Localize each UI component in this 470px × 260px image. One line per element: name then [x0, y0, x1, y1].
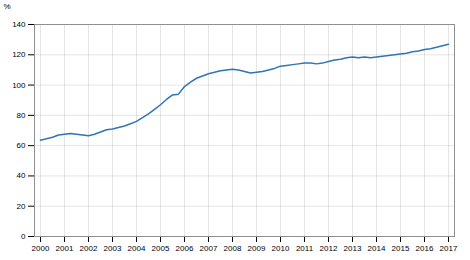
svg-text:2011: 2011: [296, 244, 314, 253]
svg-text:%: %: [4, 2, 11, 11]
svg-text:2014: 2014: [368, 244, 386, 253]
svg-text:80: 80: [17, 111, 26, 120]
svg-text:2017: 2017: [440, 244, 458, 253]
svg-text:2000: 2000: [32, 244, 50, 253]
svg-text:2015: 2015: [392, 244, 410, 253]
svg-text:20: 20: [17, 202, 26, 211]
svg-text:2007: 2007: [200, 244, 218, 253]
svg-text:100: 100: [12, 81, 26, 90]
svg-text:2009: 2009: [248, 244, 266, 253]
svg-text:2008: 2008: [224, 244, 242, 253]
svg-text:140: 140: [12, 20, 26, 29]
svg-text:0: 0: [21, 232, 26, 241]
svg-text:2005: 2005: [152, 244, 170, 253]
svg-text:2001: 2001: [56, 244, 74, 253]
svg-text:40: 40: [17, 171, 26, 180]
svg-text:2010: 2010: [272, 244, 290, 253]
svg-text:2013: 2013: [344, 244, 362, 253]
svg-text:2012: 2012: [320, 244, 338, 253]
svg-text:2003: 2003: [104, 244, 122, 253]
svg-text:60: 60: [17, 141, 26, 150]
svg-text:120: 120: [12, 50, 26, 59]
svg-text:2002: 2002: [80, 244, 98, 253]
svg-text:2016: 2016: [416, 244, 434, 253]
svg-text:2006: 2006: [176, 244, 194, 253]
svg-text:2004: 2004: [128, 244, 146, 253]
